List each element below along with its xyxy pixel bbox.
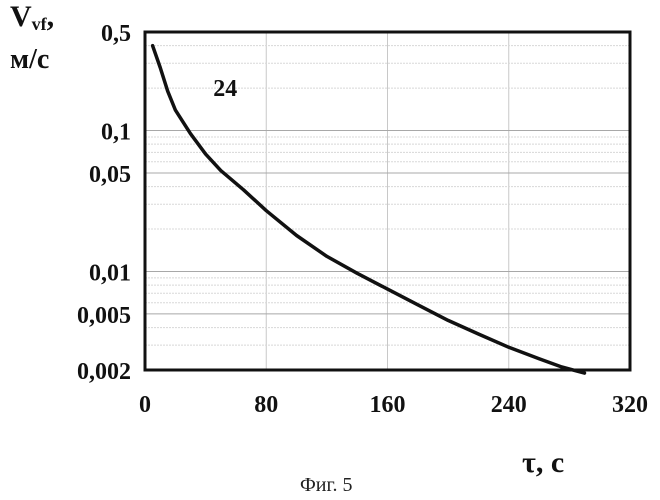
y-axis-label-comma: ,	[47, 0, 55, 33]
y-axis-label-symbol: V	[10, 0, 32, 33]
x-tick-label: 160	[370, 392, 406, 418]
x-tick-label: 80	[254, 392, 278, 418]
y-tick-label: 0,002	[77, 359, 131, 385]
y-axis-label: Vvf,	[10, 2, 54, 32]
y-tick-label: 0,005	[77, 303, 131, 329]
y-axis-label-subscript: vf	[32, 14, 47, 34]
y-tick-label: 0,5	[101, 21, 131, 47]
y-tick-label: 0,1	[101, 120, 131, 146]
y-tick-label: 0,05	[89, 162, 131, 188]
x-tick-label: 240	[491, 392, 527, 418]
x-axis-label: τ, с	[522, 446, 564, 480]
y-tick-label: 0,01	[89, 260, 131, 286]
figure-caption: Фиг. 5	[300, 474, 352, 497]
curve-label-24: 24	[213, 76, 237, 102]
x-tick-label: 320	[612, 392, 648, 418]
x-tick-label: 0	[139, 392, 151, 418]
annotations: 24	[213, 76, 237, 102]
y-axis-unit: м/с	[10, 44, 49, 76]
